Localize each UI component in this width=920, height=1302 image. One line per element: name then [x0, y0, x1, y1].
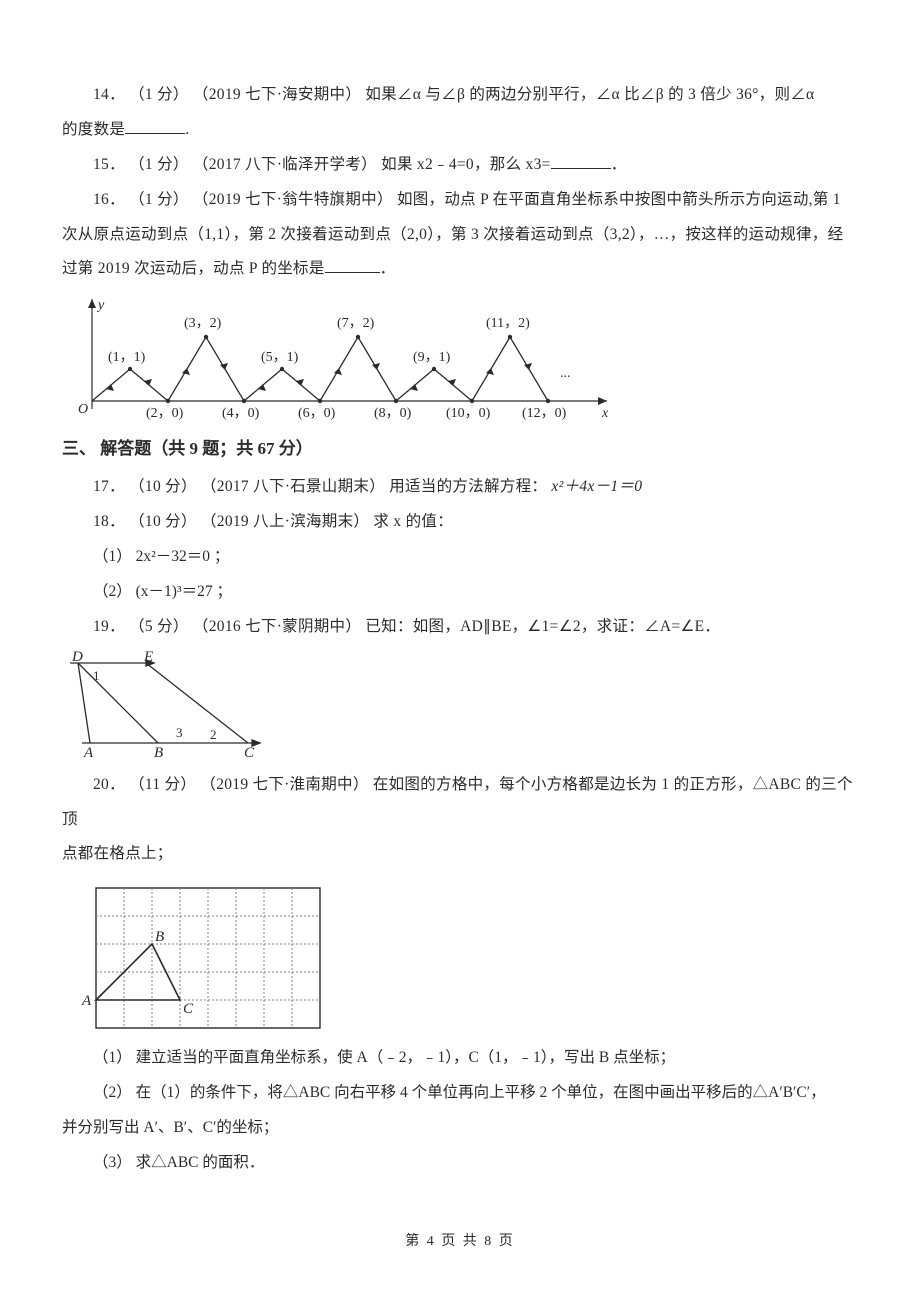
question-14: 14． （1 分） （2019 七下·海安期中） 如果∠α 与∠β 的两边分别平…	[62, 78, 858, 113]
q16-pts: （1 分）	[129, 191, 189, 208]
pt-B: B	[155, 929, 164, 945]
q18-text: 求 x 的值：	[373, 513, 453, 530]
angle-1: 1	[93, 668, 100, 683]
q18-part2: （2） (x－1)³＝27 ；	[62, 575, 858, 610]
question-14-line2: 的度数是.	[62, 113, 858, 148]
q14-text-b: 的度数是	[62, 121, 125, 138]
question-19: 19． （5 分） （2016 七下·蒙阴期中） 已知：如图，AD∥BE，∠1=…	[62, 610, 858, 645]
q16-num: 16．	[93, 191, 125, 208]
pt-A: A	[83, 745, 94, 761]
axis-y-label: y	[96, 298, 105, 313]
question-16-line3: 过第 2019 次运动后，动点 P 的坐标是 ．	[62, 252, 858, 287]
q18-p1-eq: 2x²－32＝0	[136, 548, 210, 565]
pt-label: (9，1)	[413, 350, 451, 365]
question-18: 18． （10 分） （2019 八上·滨海期末） 求 x 的值：	[62, 505, 858, 540]
q15-text-a: 如果 x2﹣4=0，那么 x3=	[381, 156, 551, 173]
q18-p2-label: （2）	[93, 583, 132, 600]
page-footer: 第 4 页 共 8 页	[0, 1230, 920, 1250]
q18-p1-label: （1）	[93, 548, 132, 565]
question-17: 17． （10 分） （2017 八下·石景山期末） 用适当的方法解方程： x²…	[62, 470, 858, 505]
q18-p2-eq: (x－1)³＝27	[136, 583, 213, 600]
q20-part1: （1） 建立适当的平面直角坐标系，使 A（﹣2，﹣1），C（1，﹣1），写出 B…	[62, 1041, 858, 1076]
q15-pts: （1 分）	[129, 156, 189, 173]
pt-label: (11，2)	[486, 316, 530, 331]
q15-period: ．	[611, 156, 627, 173]
q18-pts: （10 分）	[129, 513, 197, 530]
question-16-line2: 次从原点运动到点（1,1），第 2 次接着运动到点（2,0），第 3 次接着运动…	[62, 218, 858, 253]
q17-num: 17．	[93, 478, 125, 495]
pt-B: B	[154, 745, 163, 761]
question-16: 16． （1 分） （2019 七下·翁牛特旗期中） 如图，动点 P 在平面直角…	[62, 183, 858, 218]
q18-num: 18．	[93, 513, 125, 530]
q16-period: ．	[380, 260, 396, 277]
q17-text: 用适当的方法解方程：	[389, 478, 547, 495]
q17-pts: （10 分）	[129, 478, 197, 495]
q19-figure: D E A B C 1 2 3	[62, 649, 858, 766]
q16-figure: y O x	[62, 291, 858, 426]
q19-text: 已知：如图，AD∥BE，∠1=∠2，求证：∠A=∠E．	[365, 618, 720, 635]
q20-pts: （11 分）	[129, 776, 196, 793]
q14-src: （2019 七下·海安期中）	[193, 86, 361, 103]
pt-label: (1，1)	[108, 350, 146, 365]
q20-figure: A B C	[76, 876, 858, 1039]
pt-label: (2，0)	[146, 406, 184, 421]
axis-x-label: x	[601, 406, 609, 421]
pt-D: D	[71, 649, 83, 665]
q14-pts: （1 分）	[129, 86, 189, 103]
q16-src: （2019 七下·翁牛特旗期中）	[193, 191, 393, 208]
dots-label: ...	[560, 366, 571, 381]
pt-label: (7，2)	[337, 316, 375, 331]
q19-pts: （5 分）	[129, 618, 189, 635]
section-3-title: 三、 解答题（共 9 题；共 67 分）	[62, 432, 858, 466]
q19-num: 19．	[93, 618, 125, 635]
q18-p2-tail: ；	[217, 583, 233, 600]
q20-text-b: 点都在格点上；	[62, 845, 173, 862]
q20-num: 20．	[93, 776, 125, 793]
q15-num: 15．	[93, 156, 125, 173]
blank-line	[551, 153, 611, 169]
pt-label: (5，1)	[261, 350, 299, 365]
q18-src: （2019 八上·滨海期末）	[201, 513, 369, 530]
q18-part1: （1） 2x²－32＝0 ；	[62, 540, 858, 575]
q17-src: （2017 八下·石景山期末）	[201, 478, 385, 495]
q17-eq: x²＋4x－1＝0	[551, 478, 642, 495]
pt-label: (6，0)	[298, 406, 336, 421]
blank-line	[325, 258, 380, 274]
pt-label: (3，2)	[184, 316, 222, 331]
pt-label: (12，0)	[522, 406, 567, 421]
question-20: 20． （11 分） （2019 七下·淮南期中） 在如图的方格中，每个小方格都…	[62, 768, 858, 838]
q20-part3: （3） 求△ABC 的面积．	[62, 1146, 858, 1181]
q16-text-b: 次从原点运动到点（1,1），第 2 次接着运动到点（2,0），第 3 次接着运动…	[62, 226, 843, 243]
pt-label: (8，0)	[374, 406, 412, 421]
q14-text-a: 如果∠α 与∠β 的两边分别平行，∠α 比∠β 的 3 倍少 36°，则∠α	[365, 86, 814, 103]
pt-A: A	[81, 993, 92, 1009]
q16-text-a: 如图，动点 P 在平面直角坐标系中按图中箭头所示方向运动,第 1	[397, 191, 841, 208]
angle-3: 3	[176, 725, 183, 740]
q18-p1-tail: ；	[214, 548, 230, 565]
q15-src: （2017 八下·临泽开学考）	[193, 156, 377, 173]
blank-line	[125, 118, 185, 134]
origin-label: O	[78, 402, 88, 417]
pt-label: (10，0)	[446, 406, 491, 421]
q20-src: （2019 七下·淮南期中）	[200, 776, 368, 793]
pt-C: C	[244, 745, 255, 761]
angle-2: 2	[210, 727, 217, 742]
pt-E: E	[143, 649, 153, 665]
question-20-line2: 点都在格点上；	[62, 837, 858, 872]
q19-src: （2016 七下·蒙阴期中）	[193, 618, 361, 635]
pt-C: C	[183, 1001, 194, 1017]
question-15: 15． （1 分） （2017 八下·临泽开学考） 如果 x2﹣4=0，那么 x…	[62, 148, 858, 183]
q20-part2b: 并分别写出 A′、B′、C′的坐标；	[62, 1111, 858, 1146]
pt-label: (4，0)	[222, 406, 260, 421]
q14-num: 14．	[93, 86, 125, 103]
q16-text-c: 过第 2019 次运动后，动点 P 的坐标是	[62, 260, 325, 277]
q20-part2: （2） 在（1）的条件下，将△ABC 向右平移 4 个单位再向上平移 2 个单位…	[62, 1076, 858, 1111]
